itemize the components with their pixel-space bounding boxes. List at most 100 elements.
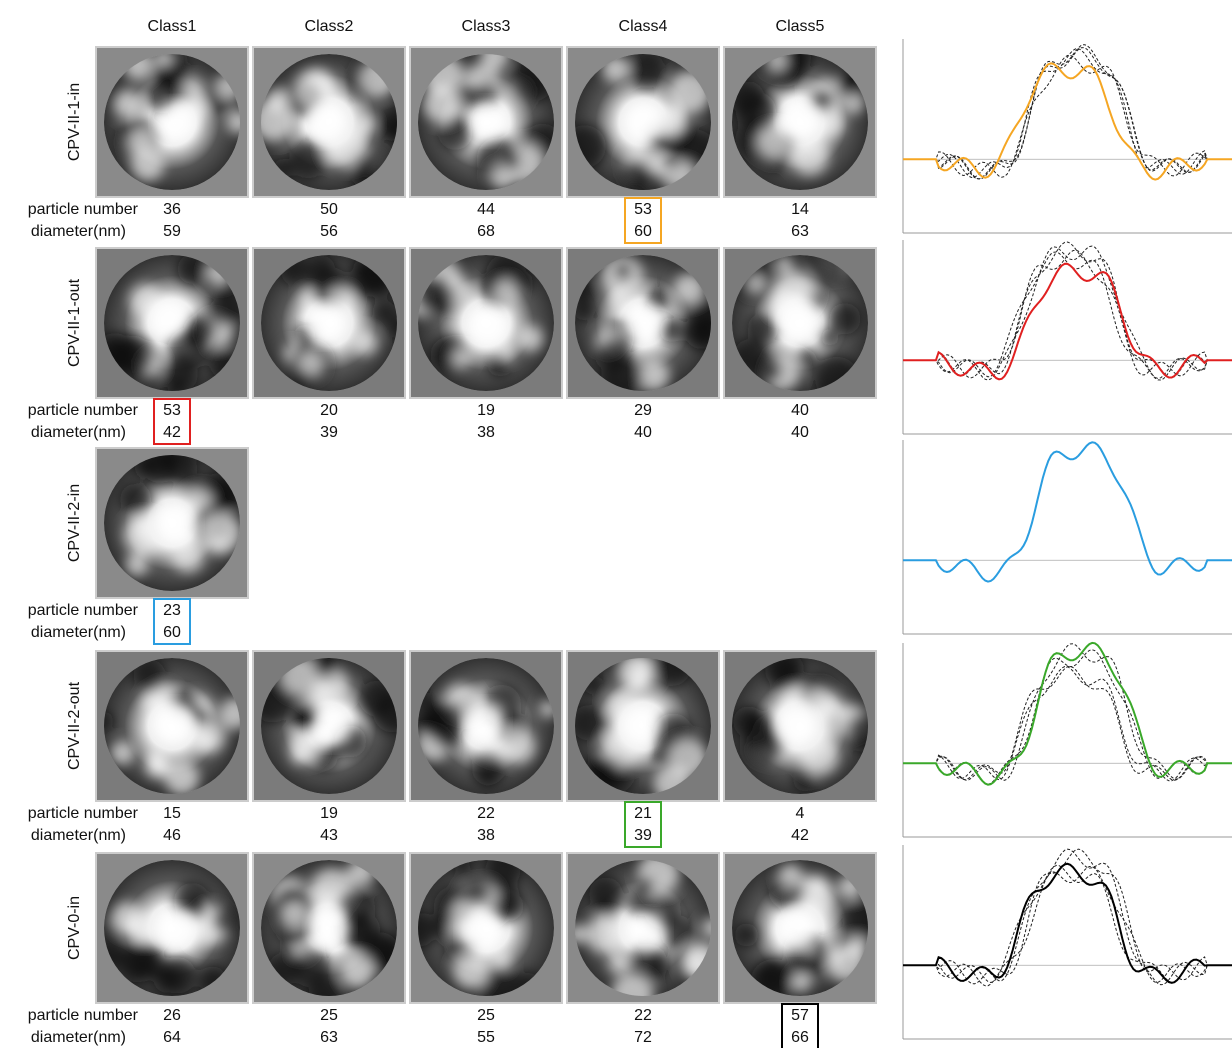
blob [608, 953, 630, 975]
column-header: Class4 [619, 18, 668, 35]
particle [104, 658, 240, 794]
profile-curve [903, 864, 1232, 986]
row-label: particle number [28, 201, 139, 218]
diameter: 64 [163, 1029, 181, 1046]
blob [586, 915, 625, 954]
blob [513, 271, 534, 292]
particle-number: 22 [634, 1007, 652, 1024]
core-highlight [148, 298, 189, 339]
group-label: CPV-II-2-in [66, 484, 83, 562]
blob [289, 140, 328, 179]
row-label: diameter(nm) [31, 1029, 126, 1046]
core-highlight [775, 705, 816, 746]
blob [575, 299, 596, 321]
blob [147, 747, 165, 765]
particle-number: 19 [320, 805, 338, 822]
blob [493, 891, 524, 922]
blob [575, 125, 606, 169]
blob [141, 693, 161, 713]
column-header: Class3 [462, 18, 511, 35]
core-highlight [464, 702, 505, 743]
core-highlight [625, 912, 666, 953]
profile-curve [903, 848, 1232, 985]
blob [488, 354, 510, 377]
blob [373, 693, 397, 733]
blob [211, 905, 240, 935]
profile-curve [903, 665, 1232, 782]
diameter: 42 [791, 827, 809, 844]
blob [480, 54, 510, 70]
group-label: CPV-II-1-in [66, 83, 83, 161]
column-header: Class1 [148, 18, 197, 35]
blob [651, 658, 692, 687]
column-header: Class2 [305, 18, 354, 35]
blob [734, 923, 759, 947]
blob [291, 747, 309, 765]
profile-curve [903, 47, 1232, 180]
diameter: 68 [477, 223, 495, 240]
blob [110, 740, 135, 765]
blob [137, 518, 158, 539]
blob [340, 954, 375, 989]
blob [183, 314, 217, 348]
diameter: 60 [634, 223, 652, 240]
particle [732, 255, 868, 391]
blob [846, 936, 868, 958]
particle [418, 255, 554, 391]
core-highlight [776, 299, 817, 340]
blob [842, 93, 864, 115]
diameter: 66 [791, 1029, 809, 1046]
blob [589, 877, 623, 912]
row-label: particle number [28, 402, 139, 419]
particle [104, 54, 240, 190]
blob [490, 164, 515, 190]
blob [330, 288, 354, 311]
diameter: 60 [163, 624, 181, 641]
blob [659, 317, 685, 343]
particle-number: 36 [163, 201, 181, 218]
profile-curve [903, 441, 1232, 583]
blob [829, 303, 861, 335]
blob [438, 115, 473, 150]
blob [120, 483, 152, 516]
blob [775, 256, 793, 273]
profile-curve [903, 641, 1232, 786]
row-label: diameter(nm) [31, 827, 126, 844]
particle [418, 860, 554, 996]
row-label: diameter(nm) [31, 223, 126, 240]
profile-curve [903, 48, 1232, 179]
particle [575, 54, 711, 190]
blob [133, 659, 166, 692]
blob [189, 705, 209, 725]
blob [153, 965, 182, 993]
diameter: 63 [320, 1029, 338, 1046]
diameter: 38 [477, 827, 495, 844]
blob [627, 672, 649, 694]
blob [104, 711, 114, 732]
blob [451, 348, 472, 368]
blob [493, 279, 519, 304]
blob [500, 729, 536, 764]
core-highlight [461, 912, 502, 953]
blob [628, 54, 666, 89]
texture [268, 860, 397, 996]
blob [312, 658, 340, 677]
diameter: 72 [634, 1029, 652, 1046]
blob [773, 270, 815, 312]
group-label: CPV-II-2-out [66, 681, 83, 770]
texture [418, 255, 544, 377]
blob [480, 966, 524, 996]
particle [732, 658, 868, 794]
blob [131, 147, 165, 182]
diameter: 56 [320, 223, 338, 240]
blob [206, 480, 239, 513]
blob [154, 54, 173, 67]
texture [418, 860, 538, 996]
core-highlight [306, 102, 347, 143]
blob [356, 115, 375, 134]
row-label: particle number [28, 1007, 139, 1024]
highlight-box [153, 598, 191, 645]
profile-curve [903, 643, 1232, 781]
diameter: 55 [477, 1029, 495, 1046]
diameter: 43 [320, 827, 338, 844]
